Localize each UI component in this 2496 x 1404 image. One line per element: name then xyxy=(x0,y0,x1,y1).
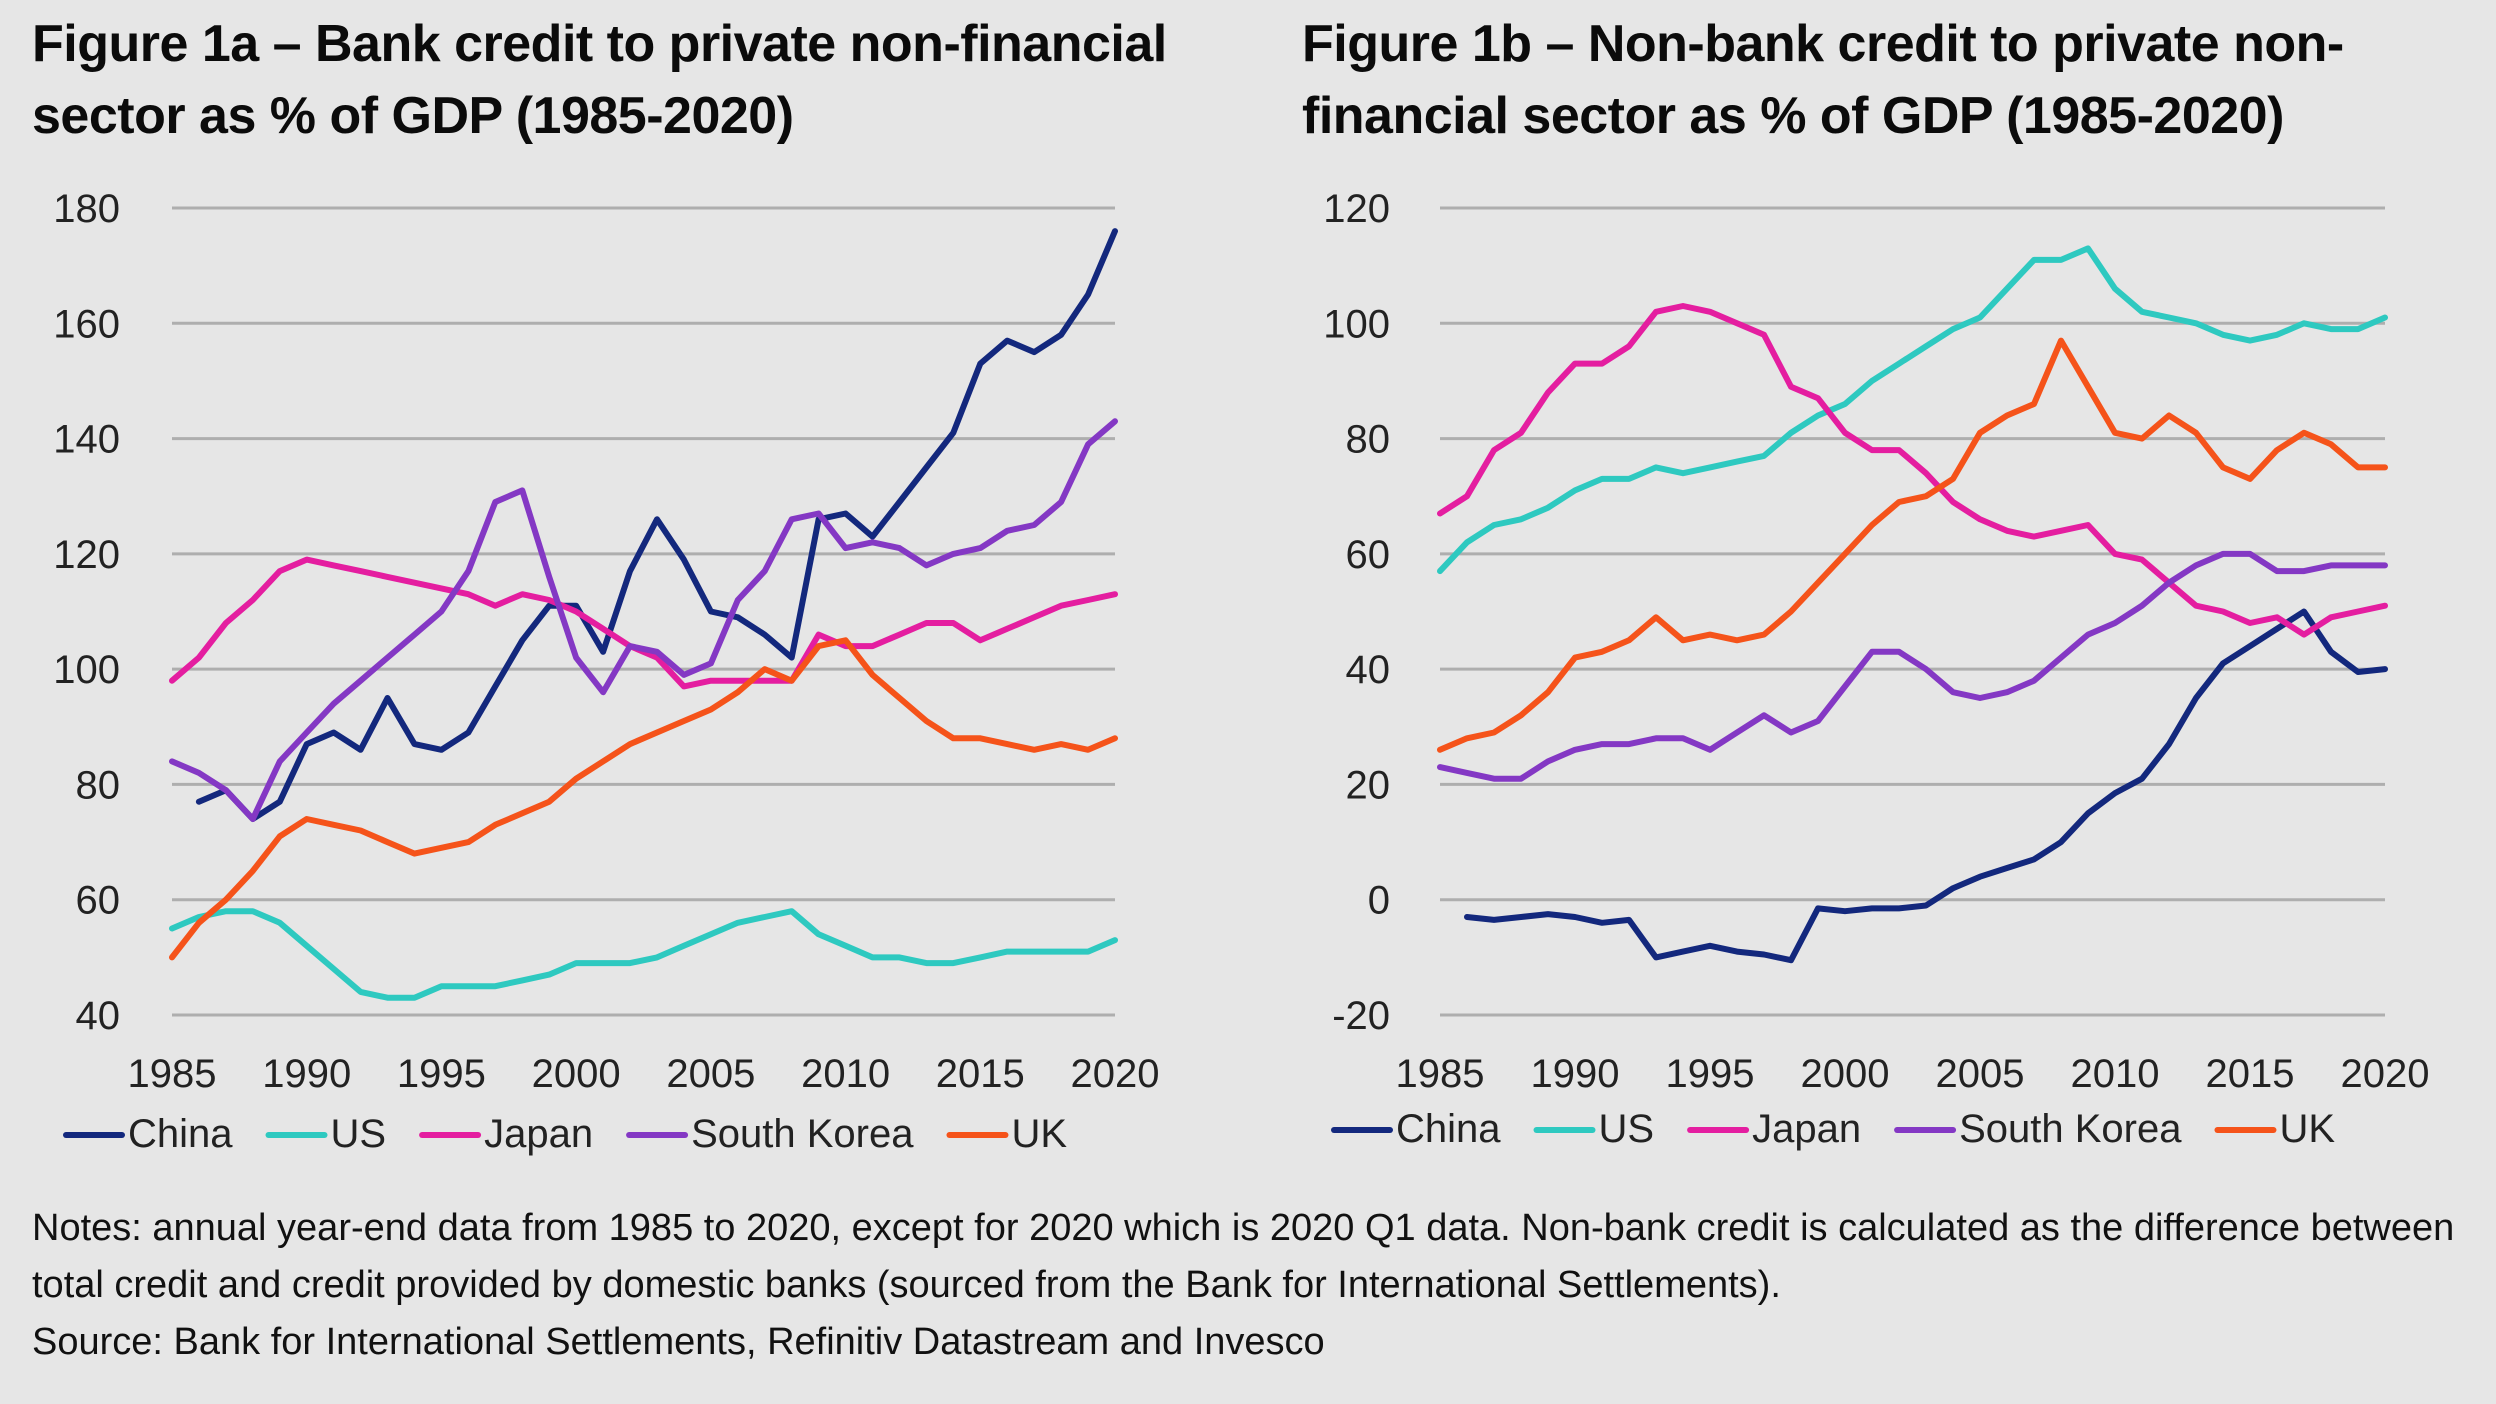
fig1a-legend-label-china: China xyxy=(128,1112,233,1156)
fig1b-legend-label-uk: UK xyxy=(2279,1107,2335,1151)
fig1a-y-tick-140: 140 xyxy=(53,418,120,462)
notes-line-2: total credit and credit provided by dome… xyxy=(32,1264,1781,1306)
fig1a-legend-label-japan: Japan xyxy=(484,1112,593,1156)
fig1a-x-tick-1985: 1985 xyxy=(128,1052,217,1096)
fig1b-x-tick-1985: 1985 xyxy=(1396,1052,1485,1096)
fig1a-y-tick-100: 100 xyxy=(53,648,120,692)
fig1a-legend-label-uk: UK xyxy=(1011,1112,1067,1156)
fig1a-series-line-japan xyxy=(169,556,1118,690)
fig1a-x-tick-2015: 2015 xyxy=(936,1052,1025,1096)
figure-1b-title-line2: financial sector as % of GDP (1985-2020) xyxy=(1302,87,2284,145)
fig1a-legend-label-us: US xyxy=(331,1112,387,1156)
fig1b-x-tick-2020: 2020 xyxy=(2341,1052,2430,1096)
fig1b-y-tick-100: 100 xyxy=(1323,302,1390,346)
fig1a-y-tick-40: 40 xyxy=(76,994,121,1038)
fig1a-x-tick-2000: 2000 xyxy=(532,1052,621,1096)
fig1a-y-tick-180: 180 xyxy=(53,187,120,231)
fig1b-series-line-japan xyxy=(1437,303,2388,638)
fig1a-series-line-uk xyxy=(169,637,1118,961)
figure-1a-title: Figure 1a – Bank credit to private non-f… xyxy=(32,8,1167,152)
fig1a-y-tick-120: 120 xyxy=(53,533,120,577)
fig1b-y-tick-60: 60 xyxy=(1346,533,1391,577)
fig1b-x-tick-2005: 2005 xyxy=(1936,1052,2025,1096)
figure-1b-title: Figure 1b – Non-bank credit to private n… xyxy=(1302,8,2344,152)
notes-block: Notes: annual year-end data from 1985 to… xyxy=(32,1200,2472,1371)
fig1a-y-tick-60: 60 xyxy=(76,879,121,923)
fig1b-legend-label-us: US xyxy=(1599,1107,1655,1151)
fig1b-legend-label-china: China xyxy=(1396,1107,1501,1151)
figure-1a-plot: 40 60 80 100 120 140 160 180 1985 1990 1995 2000 200… xyxy=(53,187,1159,1156)
source-line: Source: Bank for International Settlemen… xyxy=(32,1321,1325,1363)
fig1b-x-tick-2000: 2000 xyxy=(1801,1052,1890,1096)
figure-1a-title-line2: sector as % of GDP (1985-2020) xyxy=(32,87,794,145)
fig1b-x-tick-2010: 2010 xyxy=(2071,1052,2160,1096)
fig1a-series-line-china xyxy=(195,228,1118,822)
figure-1a-title-line1: Figure 1a – Bank credit to private non-f… xyxy=(32,15,1167,73)
fig1b-series-line-uk xyxy=(1437,337,2388,753)
fig1a-x-tick-2020: 2020 xyxy=(1071,1052,1160,1096)
fig1b-y-tick-20: -20 xyxy=(1332,994,1390,1038)
fig1b-x-tick-1990: 1990 xyxy=(1531,1052,1620,1096)
fig1a-x-tick-2010: 2010 xyxy=(801,1052,890,1096)
fig1a-series-line-us xyxy=(169,908,1118,1001)
fig1b-legend-label-south-korea: South Korea xyxy=(1959,1107,2182,1151)
fig1a-y-tick-80: 80 xyxy=(76,763,121,807)
fig1b-y-tick-80: 80 xyxy=(1346,418,1391,462)
fig1b-series-line-us xyxy=(1437,245,2388,575)
fig1b-series-line-south-korea xyxy=(1437,550,2388,782)
fig1a-x-tick-1995: 1995 xyxy=(397,1052,486,1096)
fig1b-y-tick-0: 0 xyxy=(1368,879,1390,923)
fig1b-y-tick-40: 40 xyxy=(1346,648,1391,692)
figure-1b-title-line1: Figure 1b – Non-bank credit to private n… xyxy=(1302,15,2344,73)
fig1a-x-tick-1990: 1990 xyxy=(262,1052,351,1096)
figure-1b-plot: -20 0 20 40 60 80 100 120 1985 1990 1995 2000 2005 20… xyxy=(1323,187,2429,1151)
fig1b-y-tick-20: 20 xyxy=(1346,763,1391,807)
fig1a-series-line-south-korea xyxy=(169,418,1118,822)
notes-line-1: Notes: annual year-end data from 1985 to… xyxy=(32,1207,2455,1249)
fig1b-series-line-china xyxy=(1464,608,2388,964)
fig1a-x-tick-2005: 2005 xyxy=(666,1052,755,1096)
fig1a-y-tick-160: 160 xyxy=(53,302,120,346)
fig1a-legend-label-south-korea: South Korea xyxy=(691,1112,914,1156)
fig1b-x-tick-1995: 1995 xyxy=(1666,1052,1755,1096)
fig1b-x-tick-2015: 2015 xyxy=(2206,1052,2295,1096)
fig1b-y-tick-120: 120 xyxy=(1323,187,1390,231)
fig1b-legend-label-japan: Japan xyxy=(1752,1107,1861,1151)
